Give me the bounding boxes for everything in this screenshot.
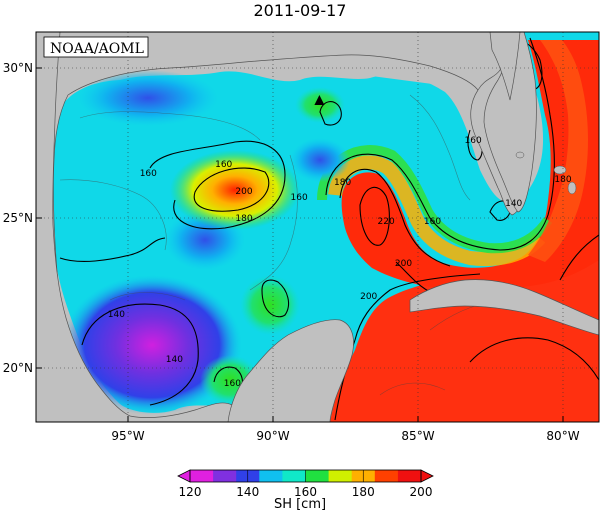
latitude-axis: 30°N 25°N 20°N [3, 61, 42, 375]
credit-text: NOAA/AOML [50, 41, 144, 57]
colorbar-segment [213, 470, 237, 482]
land-cuba [409, 279, 599, 336]
contour-label-text: 140 [108, 310, 125, 320]
lat-tick-label: 25°N [3, 211, 33, 225]
contour-label-text: 180 [235, 214, 252, 224]
contour-label-text: 140 [166, 355, 183, 365]
contour-label-text: 160 [224, 379, 241, 389]
colorbar-segment [397, 470, 422, 482]
contour-label-text: 160 [140, 169, 157, 179]
land-bahamas [553, 165, 567, 175]
land-yucatan [227, 319, 354, 422]
loop-current-green-band [317, 145, 553, 254]
lon-tick-label: 85°W [401, 429, 434, 443]
colorbar-tick-label: 120 [179, 485, 202, 499]
contour-label: 160 [224, 379, 241, 389]
colorbar-segment [305, 470, 330, 482]
colorbar-tick-label: 180 [352, 485, 375, 499]
lat-tick-label: 20°N [3, 361, 33, 375]
contour-label: 180 [554, 175, 571, 185]
plot-frame [35, 31, 600, 423]
contour-label: 160 [291, 193, 308, 203]
contour-label: 140 [166, 355, 183, 365]
florida-strait-warm-band [528, 40, 588, 262]
map-title: 2011-09-17 [253, 1, 347, 20]
colorbar-segment [190, 470, 214, 482]
land-florida-east [489, 32, 521, 101]
land-mexico [36, 32, 331, 422]
warm-eddy-central [170, 150, 300, 230]
colorbar-max-arrow [420, 469, 434, 483]
triangle-marker [314, 95, 325, 105]
gridlines [36, 32, 599, 422]
contour-label-text: 160 [291, 193, 308, 203]
contour-label: 160 [424, 217, 441, 227]
lat-tick-label: 30°N [3, 61, 33, 75]
contour-label-text: 220 [378, 217, 395, 227]
colorbar-segment [259, 470, 283, 482]
contour-label: 200 [360, 292, 377, 302]
contour-label-text: 180 [554, 175, 571, 185]
land-bahamas-2 [567, 181, 577, 195]
longitude-axis: 95°W 90°W 85°W 80°W [111, 416, 580, 443]
colorbar-tick-label: 140 [236, 485, 259, 499]
colorbar: 120 140 160 180 200 [177, 469, 434, 499]
contour-label-text: 160 [424, 217, 441, 227]
lon-tick-label: 90°W [256, 429, 289, 443]
contour-label: 160 [465, 136, 482, 146]
colorbar-label: SH [cm] [273, 497, 327, 512]
colorbar-segment [328, 470, 353, 482]
contour-label-text: 200 [235, 187, 252, 197]
contour-label-text: 160 [465, 136, 482, 146]
contour-label: 220 [378, 217, 395, 227]
colorbar-segment [282, 470, 306, 482]
contour-label-text: 140 [505, 199, 522, 209]
contour-label-text: 180 [334, 178, 351, 188]
contour-label-text: 200 [360, 292, 377, 302]
contour-label: 140 [108, 310, 125, 320]
lon-tick-label: 95°W [111, 429, 144, 443]
green-patch-south [240, 275, 300, 335]
cold-patch-northeast [290, 138, 350, 182]
contour-label: 200 [235, 187, 252, 197]
contour-label: 160 [140, 169, 157, 179]
contour-labels: 160 160 200 180 160 180 220 160 200 200 160 140 180 1… [108, 136, 572, 389]
loop-current-halo [328, 155, 546, 267]
land-island [515, 151, 525, 159]
contour-label: 200 [395, 259, 412, 269]
contour-label: 180 [334, 178, 351, 188]
contour-label: 160 [215, 160, 232, 170]
lon-tick-label: 80°W [546, 429, 579, 443]
contour-label: 180 [235, 214, 252, 224]
colorbar-min-arrow [177, 469, 191, 483]
contour-label-text: 160 [215, 160, 232, 170]
cold-eddy-southwest [62, 275, 242, 415]
colorbar-tick-label: 200 [410, 485, 433, 499]
colorbar-tick-label: 160 [294, 485, 317, 499]
credit-box: NOAA/AOML [43, 36, 149, 58]
contour-label: 140 [505, 199, 522, 209]
colorbar-segment [374, 470, 399, 482]
contour-label-text: 200 [395, 259, 412, 269]
